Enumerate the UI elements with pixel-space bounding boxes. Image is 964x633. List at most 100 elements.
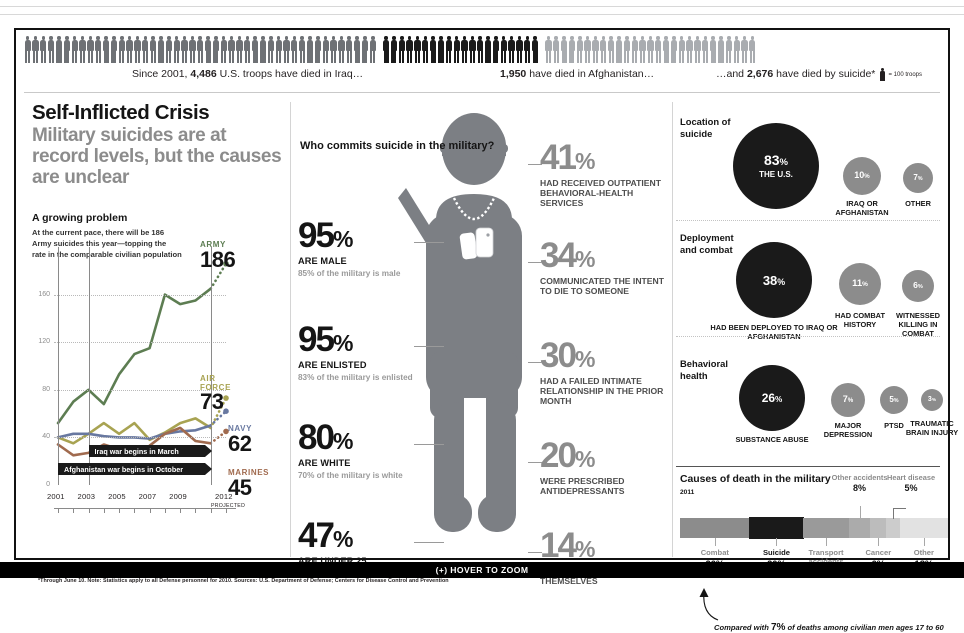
troop-figure-icon [110,36,118,64]
causes-section-divider [676,466,940,467]
troop-figure-icon [259,36,267,64]
causes-bar-segment [886,518,900,538]
troop-figure-icon [24,36,31,64]
troop-figure-icon [197,36,204,64]
chart-series-endpoint: NAVY 62 [228,424,252,456]
bubble: 7% [903,163,933,193]
chart-series-value: 62 [228,430,252,456]
chart-gridline [54,294,226,296]
causes-bar-segment [870,518,887,538]
causes-bar-segment [848,518,871,538]
troop-figure-icon [477,36,484,64]
troop-figure-icon [204,36,212,64]
troop-figure-icon [251,36,259,64]
troop-figure-icon [173,36,180,64]
stat-value: 80% [298,418,353,457]
stat-caption: COMMUNICATED THE INTENT TO DIE TO SOMEON… [540,275,664,296]
stat-value: 14% [540,526,595,565]
troop-figure-icon [40,36,47,64]
troop-figure-icon [484,36,492,64]
right-left-divider [672,102,673,557]
causes-label-name: Heart disease [887,473,936,482]
troop-figure-icon [584,36,591,64]
troop-figure-icon [508,36,515,64]
bubble-value: 10% [854,170,870,181]
center-column: Who commits suicide in the military? 95%… [290,102,670,586]
chart-series-name: ARMY [200,240,226,249]
stat-leader-line [414,346,444,347]
troop-figure-icon [741,36,748,64]
causes-bar-segment [680,518,750,538]
chart-x-tick [226,509,227,513]
chart-subtitle: At the current pace, there will be 186 A… [32,228,182,259]
hover-to-zoom-bar[interactable]: (+) HOVER TO ZOOM [0,562,964,578]
right-column: Location of suicide 83% THE U.S. 10% IRAQ OR… [672,102,958,633]
center-question: Who commits suicide in the military? [300,140,495,152]
chart-series-name: MARINES [228,468,270,477]
chart-marker-line [210,247,212,485]
causes-label-name: Other accidents [831,473,888,482]
troop-figure-icon [390,36,398,64]
troop-figure-icon [150,36,157,64]
chart-x-tick [73,509,75,513]
troop-figure-icon [686,36,693,64]
headline-secondary: Military suicides are at record levels, … [32,124,282,189]
causes-tick [923,538,925,546]
bubble-caption: PTSD [884,421,904,430]
chart-gridline [54,389,226,391]
causes-label-name: Transport accidents [808,548,844,566]
troop-figure-icon [647,36,654,64]
chart-y-tick: 40 [42,433,50,441]
troop-figure-icon [212,36,220,64]
suicide-caption: …and 2,676 have died by suicide* [716,68,876,80]
troop-figure-icon [322,36,329,64]
troop-figure-icon [189,36,196,64]
chart-marker-line [88,247,90,485]
troop-figure-icon [79,36,86,64]
bubble: 7% [831,383,865,417]
banner-key: = 100 troops [880,68,922,81]
troop-figure-icon [639,36,646,64]
troop-figure-icon [553,36,560,64]
chart-x-tick [210,509,212,513]
troop-figure-icon [181,36,188,64]
bubble-value: 83% [763,151,789,168]
troop-figure-icon [445,36,452,64]
troop-figure-icon [694,36,701,64]
troop-figure-icon [142,36,149,64]
troop-figure-icon [524,36,531,64]
stat-left: 95% ARE MALE 85% of the military is male [298,216,416,279]
chart-x-tick [134,509,136,513]
chart-annotation-arrow [204,445,212,457]
causes-label-value: 8% [853,482,867,493]
troop-figure-row [24,34,940,64]
causes-label-name: Combat [700,548,729,557]
troop-figure-icon [560,36,568,64]
stat-caption: WERE PRESCRIBED ANTIDEPRESSANTS [540,475,625,496]
chart-title: A growing problem [32,212,128,225]
troop-figure-icon [749,36,756,64]
bubble-section-divider [676,336,940,337]
chart-series-endpoint: AIR FORCE 73 [200,374,231,413]
causes-tick [826,538,828,546]
troop-key-label: = 100 troops [888,71,922,78]
chart-annotation-bar: Afghanistan war begins in October [58,463,205,475]
troop-figure-icon [63,36,71,64]
chart-series-value: 186 [200,246,236,272]
causes-tick [776,538,778,546]
bubble-caption: HAD COMBAT HISTORY [835,311,885,329]
stat-leader-line [528,552,542,553]
stat-caption: HAD RECEIVED OUTPATIENT BEHAVIORAL-HEALT… [540,177,661,209]
afghanistan-caption: 1,950 have died in Afghanistan… [500,68,655,80]
chart-x-tick [164,509,166,513]
causes-label-value: 5% [904,482,918,493]
troop-figure-icon [361,36,369,64]
troop-figure-icon [429,36,437,64]
causes-of-death-chart: Causes of death in the military 2011 Com… [680,473,950,633]
troop-figure-icon [283,36,290,64]
troop-figure-icon [709,36,717,64]
troop-figure-icon [87,36,94,64]
top-rule-2 [0,14,964,15]
troop-figure-icon [437,36,445,64]
stat-value: 95% [298,216,353,255]
